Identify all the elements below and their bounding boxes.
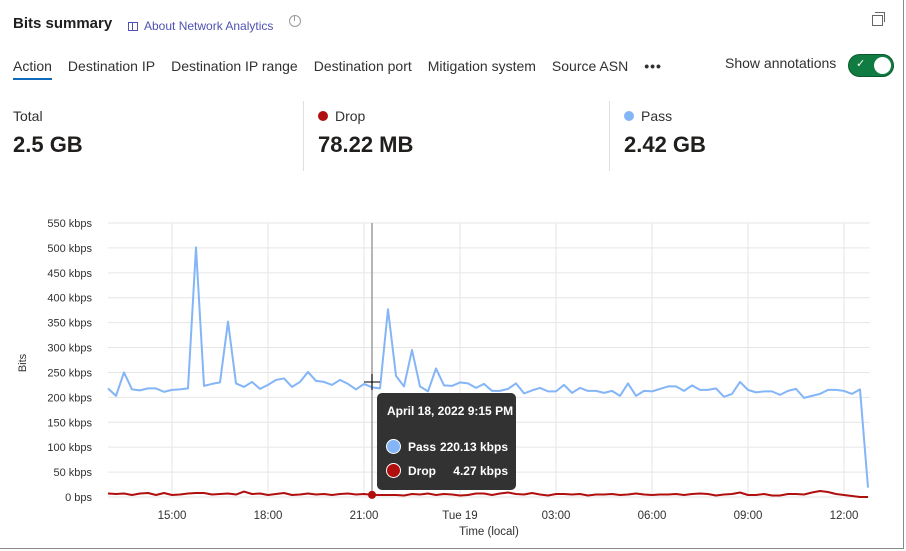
tab-source-asn[interactable]: Source ASN bbox=[551, 58, 629, 74]
x-tick-label: 21:00 bbox=[350, 510, 379, 522]
tooltip-series-name: Drop bbox=[408, 463, 436, 478]
tab-mitigation-system[interactable]: Mitigation system bbox=[427, 58, 536, 74]
check-icon: ✓ bbox=[856, 58, 866, 70]
y-tick-label: 250 kbps bbox=[47, 367, 92, 379]
show-annotations-toggle[interactable]: ✓ bbox=[848, 54, 894, 77]
tooltip-row-drop: Drop 4.27 kbps bbox=[386, 463, 508, 478]
x-tick-label: 12:00 bbox=[830, 510, 859, 522]
card-title: Bits summary bbox=[13, 15, 113, 32]
tab-destination-ip[interactable]: Destination IP bbox=[67, 58, 156, 74]
divider bbox=[609, 101, 610, 171]
tab-bar: Action Destination IP Destination IP ran… bbox=[13, 58, 662, 80]
y-tick-label: 50 kbps bbox=[53, 467, 92, 479]
y-tick-label: 400 kbps bbox=[47, 293, 92, 305]
tooltip-date: April 18, 2022 9:15 PM bbox=[387, 404, 514, 418]
y-tick-label: 200 kbps bbox=[47, 392, 92, 404]
tab-destination-port[interactable]: Destination port bbox=[313, 58, 412, 74]
drop-legend-dot bbox=[318, 111, 328, 121]
about-link-label: About Network Analytics bbox=[144, 19, 274, 33]
tab-action[interactable]: Action bbox=[13, 58, 52, 80]
pass-swatch bbox=[386, 439, 401, 454]
toggle-knob bbox=[874, 57, 891, 74]
stat-label: Total bbox=[13, 108, 43, 124]
y-tick-label: 450 kbps bbox=[47, 268, 92, 280]
stat-drop: Drop 78.22 MB bbox=[318, 108, 413, 158]
hover-marker-drop bbox=[368, 490, 376, 499]
stat-label: Drop bbox=[335, 108, 366, 124]
stat-value: 2.5 GB bbox=[13, 132, 83, 157]
pass-legend-dot bbox=[624, 111, 634, 121]
y-tick-label: 350 kbps bbox=[47, 318, 92, 330]
book-icon bbox=[128, 21, 138, 31]
tab-destination-ip-range[interactable]: Destination IP range bbox=[171, 58, 298, 74]
chart-tooltip: April 18, 2022 9:15 PM Pass 220.13 kbps … bbox=[377, 393, 516, 490]
divider bbox=[303, 101, 304, 171]
tooltip-row-pass: Pass 220.13 kbps bbox=[386, 439, 508, 454]
x-tick-label: 09:00 bbox=[734, 510, 763, 522]
tooltip-series-value: 4.27 kbps bbox=[453, 463, 508, 478]
about-network-analytics-link[interactable]: About Network Analytics bbox=[128, 19, 273, 33]
tooltip-series-name: Pass bbox=[408, 439, 437, 454]
stat-pass: Pass 2.42 GB bbox=[624, 108, 706, 158]
y-tick-label: 0 bps bbox=[65, 492, 92, 504]
copy-icon[interactable] bbox=[872, 12, 885, 26]
x-tick-label: Tue 19 bbox=[442, 510, 477, 522]
series-line-drop bbox=[107, 490, 868, 498]
series-line-pass bbox=[107, 246, 869, 488]
stat-value: 2.42 GB bbox=[624, 132, 706, 157]
y-axis-title: Bits bbox=[17, 353, 29, 372]
y-tick-label: 500 kbps bbox=[47, 243, 92, 255]
y-tick-label: 100 kbps bbox=[47, 442, 92, 454]
stat-total: Total 2.5 GB bbox=[13, 108, 83, 158]
stat-label: Pass bbox=[641, 108, 673, 124]
more-tabs-button[interactable]: ••• bbox=[644, 58, 662, 74]
y-tick-label: 550 kbps bbox=[47, 218, 92, 230]
x-tick-label: 18:00 bbox=[254, 510, 283, 522]
tooltip-series-value: 220.13 kbps bbox=[439, 439, 508, 454]
x-axis-title: Time (local) bbox=[459, 526, 519, 538]
stat-value: 78.22 MB bbox=[318, 132, 414, 157]
drop-swatch bbox=[386, 463, 401, 478]
show-annotations-label: Show annotations bbox=[725, 55, 837, 71]
pie-chart-icon[interactable] bbox=[289, 15, 301, 27]
x-tick-label: 06:00 bbox=[638, 510, 667, 522]
y-tick-label: 150 kbps bbox=[47, 417, 92, 429]
x-tick-label: 03:00 bbox=[542, 510, 571, 522]
x-tick-label: 15:00 bbox=[158, 510, 187, 522]
y-tick-label: 300 kbps bbox=[47, 343, 92, 355]
